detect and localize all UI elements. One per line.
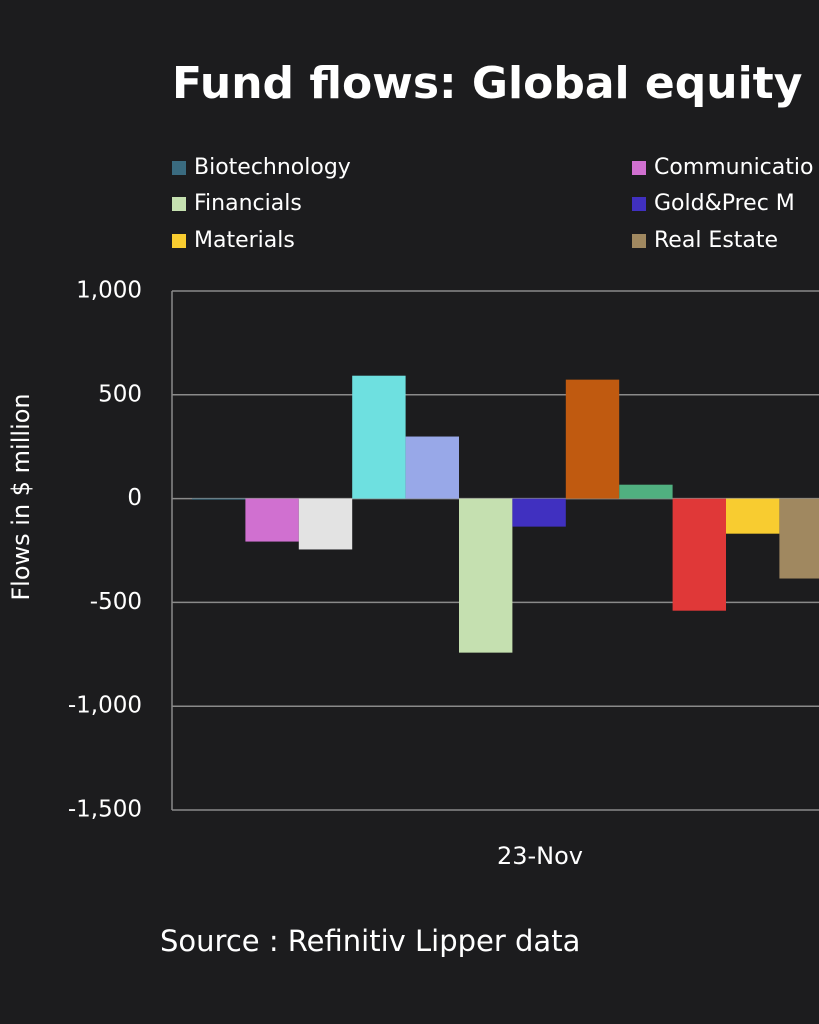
legend-swatch	[632, 161, 646, 175]
legend-label: Real Estate	[654, 228, 778, 253]
y-tick-label: -1,000	[68, 693, 142, 719]
chart-title: Fund flows: Global equity	[172, 58, 802, 109]
legend-swatch	[172, 234, 186, 248]
y-tick-label: -1,500	[68, 797, 142, 823]
bar	[726, 498, 780, 534]
bar	[512, 498, 566, 527]
bar	[619, 484, 673, 499]
legend-label: Materials	[194, 228, 295, 253]
y-tick-label: 0	[127, 485, 142, 511]
bar	[672, 498, 726, 611]
y-axis-title: Flows in $ million	[7, 393, 35, 600]
legend-swatch	[632, 234, 646, 248]
legend-label: Gold&Prec M	[654, 191, 795, 216]
bar	[405, 436, 459, 499]
legend-label: Financials	[194, 191, 302, 216]
legend-label: Biotechnology	[194, 155, 351, 180]
legend-swatch	[172, 161, 186, 175]
legend-label: Communicatio	[654, 155, 813, 180]
bar	[459, 498, 513, 653]
bar	[245, 498, 299, 542]
y-tick-label: 500	[98, 381, 142, 407]
bar	[298, 498, 353, 550]
x-tick-label: 23-Nov	[497, 842, 583, 870]
bar	[352, 375, 406, 499]
y-tick-label: 1,000	[76, 278, 142, 304]
bar	[779, 498, 819, 579]
y-tick-label: -500	[90, 589, 142, 615]
bar	[192, 498, 246, 500]
legend-swatch	[172, 197, 186, 211]
bar	[565, 379, 620, 499]
legend-swatch	[632, 197, 646, 211]
source-note: Source : Refinitiv Lipper data	[160, 924, 580, 958]
